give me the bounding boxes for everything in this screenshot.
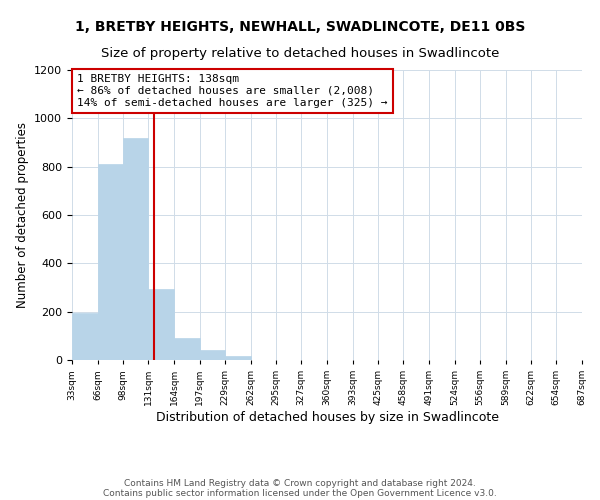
Text: Contains HM Land Registry data © Crown copyright and database right 2024.: Contains HM Land Registry data © Crown c… [124, 478, 476, 488]
Text: Size of property relative to detached houses in Swadlincote: Size of property relative to detached ho… [101, 48, 499, 60]
Bar [225, 356, 251, 360]
Bar [98, 164, 122, 360]
Bar [122, 138, 148, 360]
Bar [200, 350, 225, 360]
Y-axis label: Number of detached properties: Number of detached properties [16, 122, 29, 308]
X-axis label: Distribution of detached houses by size in Swadlincote: Distribution of detached houses by size … [155, 411, 499, 424]
Bar [148, 288, 174, 360]
Bar [72, 313, 98, 360]
Bar [174, 338, 200, 360]
Text: 1, BRETBY HEIGHTS, NEWHALL, SWADLINCOTE, DE11 0BS: 1, BRETBY HEIGHTS, NEWHALL, SWADLINCOTE,… [75, 20, 525, 34]
Text: 1 BRETBY HEIGHTS: 138sqm
← 86% of detached houses are smaller (2,008)
14% of sem: 1 BRETBY HEIGHTS: 138sqm ← 86% of detach… [77, 74, 388, 108]
Text: Contains public sector information licensed under the Open Government Licence v3: Contains public sector information licen… [103, 488, 497, 498]
